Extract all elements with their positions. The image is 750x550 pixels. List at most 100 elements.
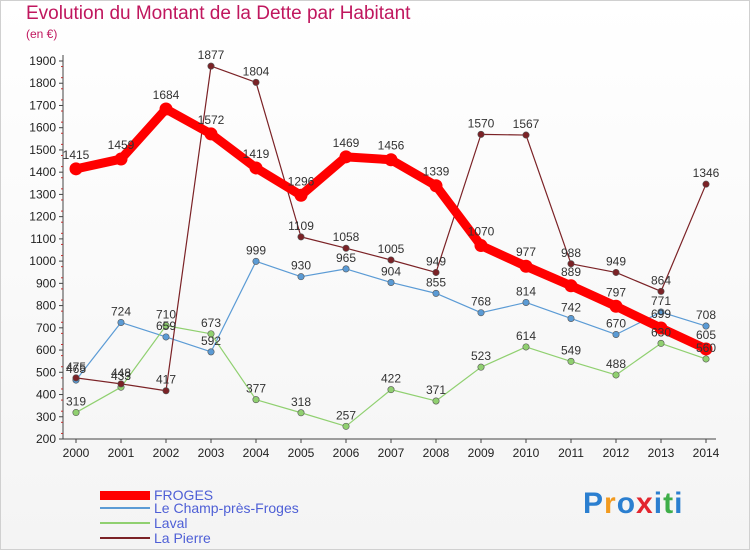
data-point [567,357,575,365]
data-point [477,130,485,138]
data-point [249,161,263,175]
data-point [612,330,620,338]
data-label: 318 [291,395,311,409]
data-label: 1419 [243,147,270,161]
data-label: 614 [516,329,536,343]
data-point [342,265,350,273]
logo-letter: r [604,487,617,520]
data-point [657,339,665,347]
x-tick-label: 2006 [333,446,360,460]
data-label: 864 [651,273,671,287]
data-point [162,333,170,341]
legend-label: La Pierre [154,530,211,546]
data-point [339,150,353,164]
data-point [252,396,260,404]
data-point [387,256,395,264]
y-tick-label: 600 [36,343,56,357]
legend-label: Laval [154,515,188,531]
data-point [609,299,623,313]
proxiti-logo: Proxiti [583,487,683,521]
data-label: 710 [156,308,176,322]
data-label: 592 [201,334,221,348]
y-tick-label: 1800 [29,76,56,90]
data-label: 949 [606,254,626,268]
data-point [429,179,443,193]
data-point [384,153,398,167]
data-point [207,330,215,338]
y-tick-label: 800 [36,299,56,313]
data-label: 1567 [513,117,540,131]
axes: 200 300 400 500 600 700 800 900 1000 1100 1200 1300… [29,54,719,460]
y-tick-label: 1200 [29,210,56,224]
data-label: 1109 [288,219,314,233]
data-point [699,342,713,356]
data-label: 1804 [243,64,270,78]
data-point [564,279,578,293]
legend-item-laval: Laval [100,515,187,531]
logo-letter: i [653,487,664,520]
data-point [654,321,668,335]
legend-swatch [100,490,150,500]
data-point [522,343,530,351]
data-label: 1346 [693,166,720,180]
data-label: 319 [66,395,86,409]
data-label: 1339 [423,165,450,179]
data-point [567,260,575,268]
data-label: 371 [426,383,446,397]
data-point [162,387,170,395]
data-label: 1005 [378,242,405,256]
data-label: 417 [156,373,176,387]
data-label: 465 [66,362,86,376]
y-tick-label: 1300 [29,187,56,201]
data-label: 1456 [378,139,405,153]
data-point [474,239,488,253]
data-point [159,102,173,116]
x-tick-label: 2010 [513,446,540,460]
x-tick-label: 2011 [558,446,584,460]
y-tick-label: 400 [36,388,56,402]
data-point [252,257,260,265]
data-point [297,233,305,241]
data-label: 630 [651,325,671,339]
legend-item-le-champ: Le Champ-près-Froges [100,500,299,516]
x-tick-label: 2013 [648,446,675,460]
x-tick-label: 2003 [198,446,225,460]
data-label: 659 [156,319,176,333]
y-tick-label: 200 [36,432,56,446]
data-point [657,287,665,295]
data-label: 855 [426,275,446,289]
logo-letter: i [674,487,684,520]
data-point [252,78,260,86]
data-point [432,268,440,276]
data-point [69,162,83,176]
y-tick-label: 1700 [29,98,56,112]
data-point [297,409,305,417]
data-point [72,409,80,417]
data-label: 965 [336,251,356,265]
data-label: 814 [516,284,536,298]
data-label: 889 [561,265,581,279]
data-point [702,180,710,188]
y-tick-label: 1100 [30,232,56,246]
data-point [387,278,395,286]
x-tick-label: 2009 [468,446,495,460]
data-label: 1469 [333,136,360,150]
data-label: 771 [651,294,671,308]
legend-item-la-pierre: La Pierre [100,530,211,546]
logo-letter: o [616,487,637,520]
data-point [432,289,440,297]
data-label: 523 [471,349,491,363]
x-tick-label: 2000 [63,446,90,460]
data-point [207,62,215,70]
legend-label: FROGES [154,487,214,503]
x-tick-label: 2002 [153,446,180,460]
data-point [72,374,80,382]
x-tick-label: 2014 [693,446,720,460]
x-tick-label: 2004 [243,446,270,460]
data-label: 670 [606,316,626,330]
data-label: 377 [246,382,266,396]
x-tick-label: 2007 [378,446,405,460]
data-label: 605 [696,328,716,342]
y-tick-label: 1600 [29,121,56,135]
legend-label: Le Champ-près-Froges [154,500,299,516]
